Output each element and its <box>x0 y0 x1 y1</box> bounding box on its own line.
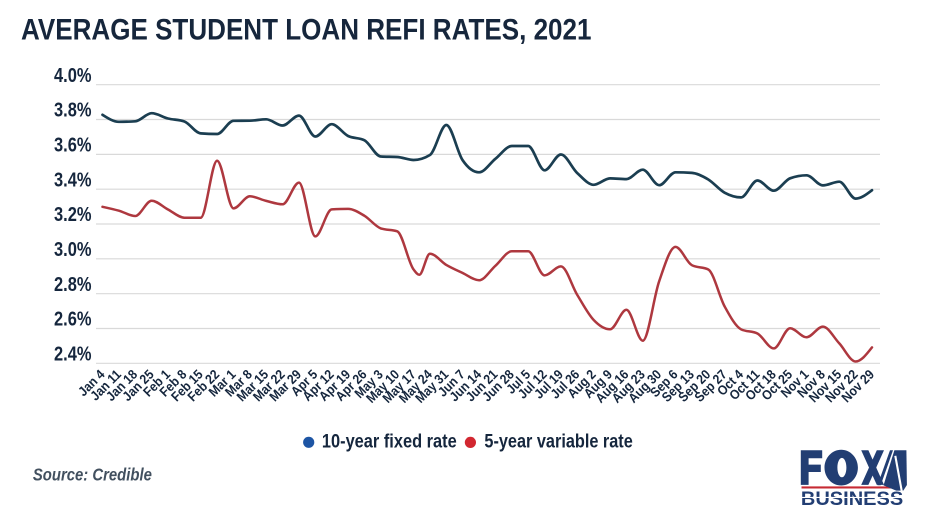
svg-text:AVERAGE STUDENT LOAN REFI RATE: AVERAGE STUDENT LOAN REFI RATES, 2021 <box>21 13 592 46</box>
svg-text:2.4%: 2.4% <box>54 344 92 366</box>
svg-text:3.6%: 3.6% <box>54 135 92 157</box>
svg-text:3.0%: 3.0% <box>54 239 92 261</box>
svg-text:2.8%: 2.8% <box>54 274 92 296</box>
svg-text:Source: Credible: Source: Credible <box>33 465 152 485</box>
svg-text:3.4%: 3.4% <box>54 169 92 191</box>
svg-text:BUSINESS: BUSINESS <box>801 489 903 510</box>
svg-text:2.6%: 2.6% <box>54 309 92 331</box>
svg-text:3.2%: 3.2% <box>54 204 92 226</box>
svg-text:3.8%: 3.8% <box>54 100 92 122</box>
svg-text:10-year fixed rate: 10-year fixed rate <box>322 431 457 453</box>
svg-text:4.0%: 4.0% <box>54 65 92 87</box>
svg-text:5-year variable rate: 5-year variable rate <box>484 431 633 453</box>
